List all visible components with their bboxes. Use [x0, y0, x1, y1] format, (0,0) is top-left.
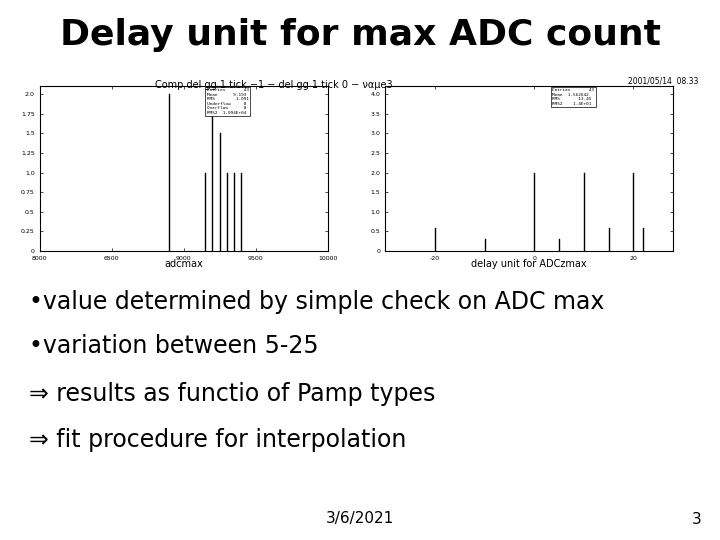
Text: 3: 3	[692, 511, 702, 526]
Text: •variation between 5-25: •variation between 5-25	[29, 334, 318, 357]
Text: adcmax: adcmax	[164, 259, 203, 269]
Text: Delay unit for max ADC count: Delay unit for max ADC count	[60, 18, 660, 52]
Text: Entries       43
Mean  1.562642
RMS       13.45
RMS2    1.4E+01: Entries 43 Mean 1.562642 RMS 13.45 RMS2 …	[552, 88, 594, 106]
Text: Entries       43
Mean      9.193
RMS        1.091
Underflow     0
Overflow      : Entries 43 Mean 9.193 RMS 1.091 Underflo…	[207, 88, 248, 115]
Text: ⇒ results as functio of Pamp types: ⇒ results as functio of Pamp types	[29, 382, 435, 406]
Text: 3/6/2021: 3/6/2021	[326, 511, 394, 526]
Text: Comp del gg 1 tick −1 − del gg 1 tick 0 − ναμe3: Comp del gg 1 tick −1 − del gg 1 tick 0 …	[155, 80, 392, 90]
Text: delay unit for ADCzmax: delay unit for ADCzmax	[472, 259, 587, 269]
Text: 2001/05/14  08.33: 2001/05/14 08.33	[628, 77, 698, 86]
Text: •value determined by simple check on ADC max: •value determined by simple check on ADC…	[29, 291, 604, 314]
Text: ⇒ fit procedure for interpolation: ⇒ fit procedure for interpolation	[29, 428, 406, 452]
